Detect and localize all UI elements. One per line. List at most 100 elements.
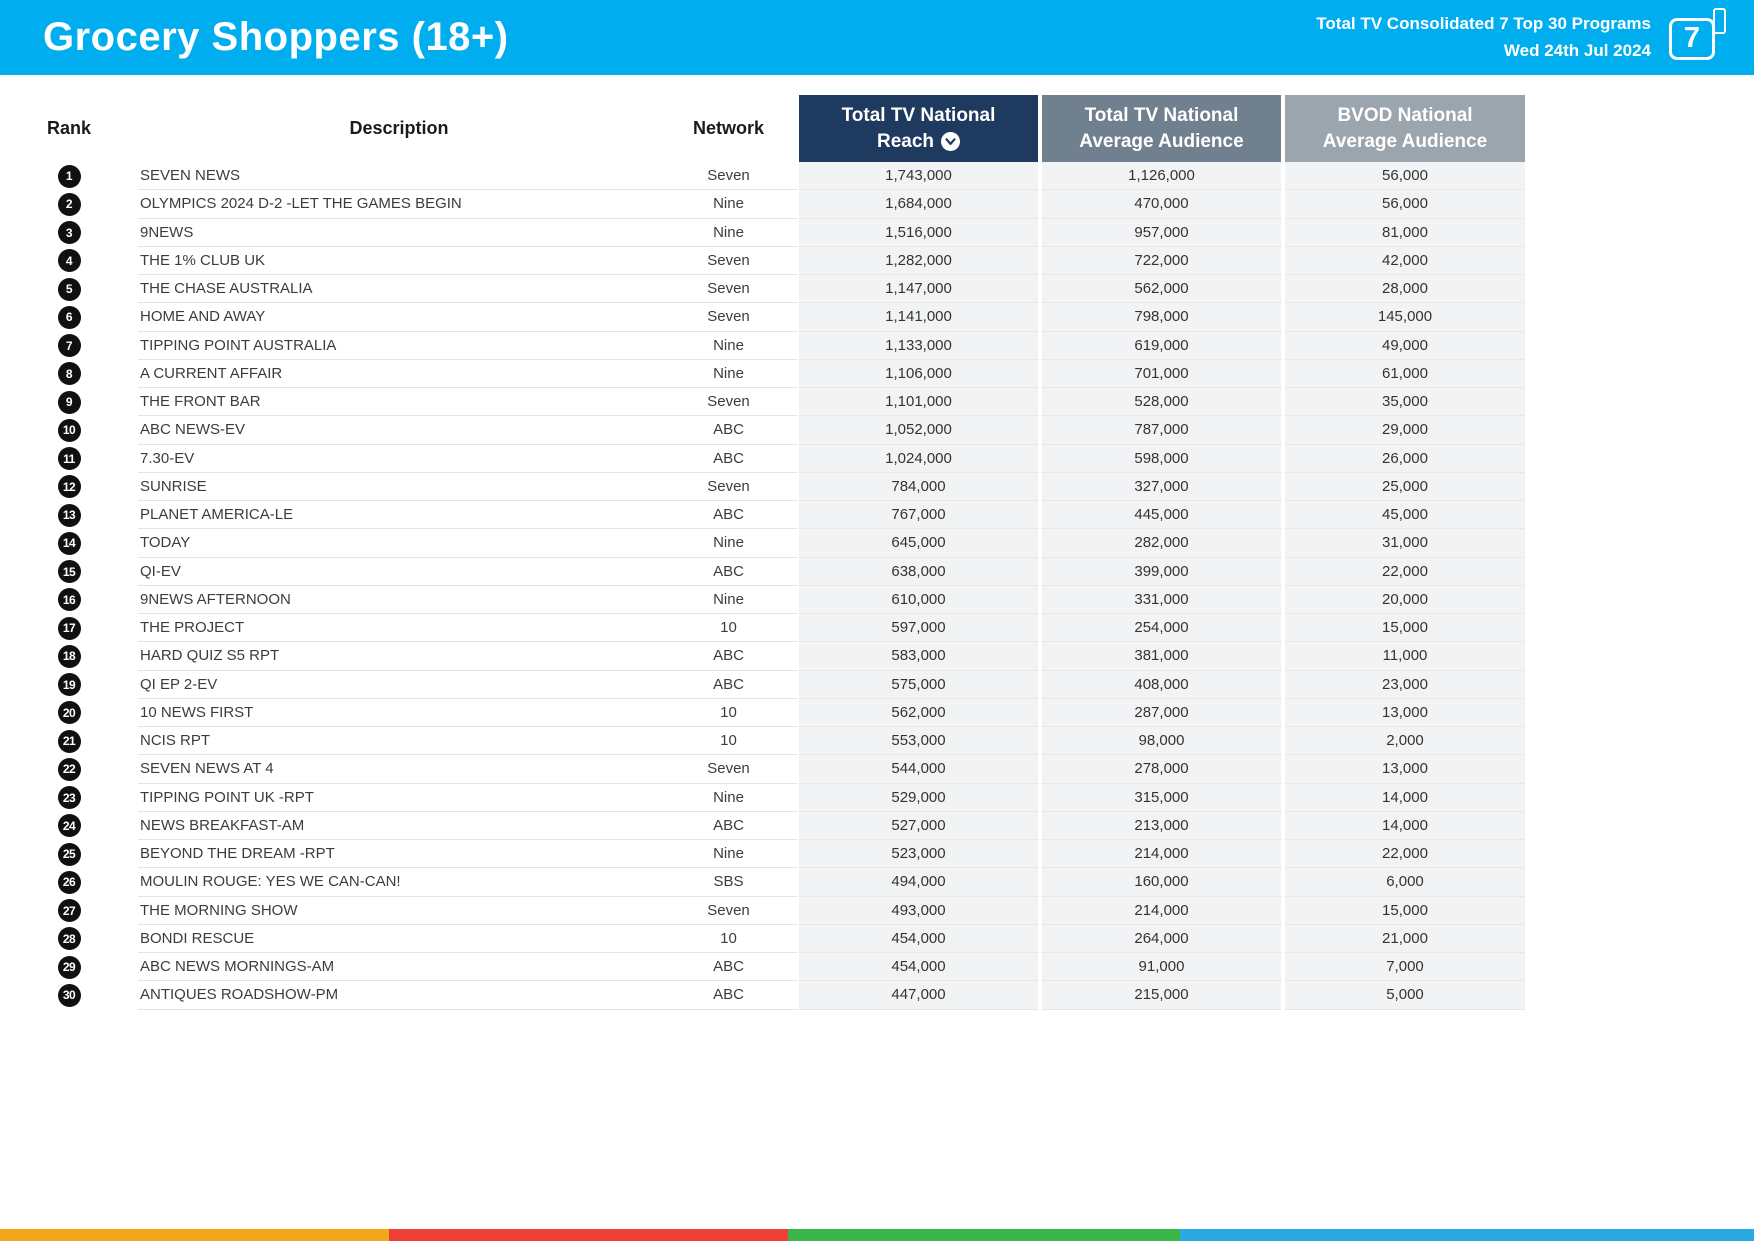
network-cell: Nine <box>660 784 797 812</box>
reach-cell: 1,684,000 <box>799 190 1038 219</box>
description-cell: THE 1% CLUB UK <box>138 247 660 275</box>
rank-badge: 3 <box>57 221 81 245</box>
avg-audience-cell: 701,000 <box>1042 359 1281 388</box>
description-cell: SUNRISE <box>138 473 660 501</box>
reach-cell: 1,024,000 <box>799 444 1038 473</box>
network-cell: ABC <box>660 953 797 982</box>
reach-cell: 583,000 <box>799 642 1038 671</box>
table-row: 27 THE MORNING SHOW Seven 493,000 214,00… <box>0 896 1527 925</box>
rank-cell: 24 <box>0 812 138 840</box>
reach-cell: 1,141,000 <box>799 303 1038 332</box>
reach-cell: 575,000 <box>799 670 1038 699</box>
avg-audience-cell: 562,000 <box>1042 275 1281 304</box>
description-cell: SEVEN NEWS AT 4 <box>138 755 660 784</box>
avg-audience-cell: 798,000 <box>1042 303 1281 332</box>
bvod-audience-cell: 22,000 <box>1285 840 1525 869</box>
description-cell: ABC NEWS-EV <box>138 416 660 445</box>
bvod-audience-cell: 42,000 <box>1285 246 1525 275</box>
table-row: 9 THE FRONT BAR Seven 1,101,000 528,000 … <box>0 388 1527 417</box>
column-header-bvod-label: BVOD National Average Audience <box>1322 105 1488 152</box>
rank-badge: 11 <box>57 447 81 471</box>
reach-cell: 1,052,000 <box>799 416 1038 445</box>
table-row: 4 THE 1% CLUB UK Seven 1,282,000 722,000… <box>0 246 1527 275</box>
table-row: 20 10 NEWS FIRST 10 562,000 287,000 13,0… <box>0 698 1527 727</box>
rank-cell: 23 <box>0 784 138 812</box>
bvod-audience-cell: 13,000 <box>1285 755 1525 784</box>
avg-audience-cell: 214,000 <box>1042 896 1281 925</box>
network-cell: Seven <box>660 473 797 501</box>
column-header-avg-label: Total TV National Average Audience <box>1079 105 1244 152</box>
avg-audience-cell: 722,000 <box>1042 246 1281 275</box>
rank-cell: 19 <box>0 671 138 699</box>
description-cell: HOME AND AWAY <box>138 303 660 332</box>
reach-cell: 638,000 <box>799 557 1038 586</box>
bvod-audience-cell: 20,000 <box>1285 585 1525 614</box>
description-cell: THE MORNING SHOW <box>138 897 660 925</box>
network-cell: Seven <box>660 162 797 191</box>
table-row: 16 9NEWS AFTERNOON Nine 610,000 331,000 … <box>0 585 1527 614</box>
footer-bar <box>0 1229 1754 1241</box>
rank-badge: 29 <box>57 955 81 979</box>
column-header-reach[interactable]: Total TV National Reach <box>799 95 1038 162</box>
description-cell: QI EP 2-EV <box>138 671 660 699</box>
description-cell: 7.30-EV <box>138 445 660 473</box>
reach-cell: 494,000 <box>799 868 1038 897</box>
bvod-audience-cell: 6,000 <box>1285 868 1525 897</box>
description-cell: 10 NEWS FIRST <box>138 699 660 727</box>
avg-audience-cell: 1,126,000 <box>1042 162 1281 191</box>
reach-cell: 529,000 <box>799 783 1038 812</box>
avg-audience-cell: 445,000 <box>1042 501 1281 530</box>
column-header-avg-audience[interactable]: Total TV National Average Audience <box>1042 95 1281 162</box>
table-row: 2 OLYMPICS 2024 D-2 -LET THE GAMES BEGIN… <box>0 190 1527 219</box>
bvod-audience-cell: 23,000 <box>1285 670 1525 699</box>
rank-badge: 13 <box>57 503 81 527</box>
bvod-audience-cell: 31,000 <box>1285 529 1525 558</box>
rank-badge: 25 <box>57 842 81 866</box>
description-cell: OLYMPICS 2024 D-2 -LET THE GAMES BEGIN <box>138 190 660 219</box>
rank-cell: 18 <box>0 642 138 670</box>
table-row: 24 NEWS BREAKFAST-AM ABC 527,000 213,000… <box>0 811 1527 840</box>
bvod-audience-cell: 2,000 <box>1285 727 1525 756</box>
rank-cell: 29 <box>0 953 138 981</box>
reach-cell: 553,000 <box>799 727 1038 756</box>
avg-audience-cell: 528,000 <box>1042 388 1281 417</box>
table-row: 1 SEVEN NEWS Seven 1,743,000 1,126,000 5… <box>0 162 1527 191</box>
rank-badge: 26 <box>57 870 81 894</box>
bvod-audience-cell: 13,000 <box>1285 698 1525 727</box>
bvod-audience-cell: 22,000 <box>1285 557 1525 586</box>
table-row: 7 TIPPING POINT AUSTRALIA Nine 1,133,000… <box>0 331 1527 360</box>
bvod-audience-cell: 81,000 <box>1285 218 1525 247</box>
rank-badge: 17 <box>57 616 81 640</box>
table-row: 18 HARD QUIZ S5 RPT ABC 583,000 381,000 … <box>0 642 1527 671</box>
rank-cell: 28 <box>0 925 138 953</box>
avg-audience-cell: 282,000 <box>1042 529 1281 558</box>
rank-cell: 30 <box>0 981 138 1009</box>
rank-cell: 9 <box>0 388 138 416</box>
bvod-audience-cell: 56,000 <box>1285 162 1525 191</box>
avg-audience-cell: 619,000 <box>1042 331 1281 360</box>
description-cell: THE CHASE AUSTRALIA <box>138 275 660 304</box>
bvod-audience-cell: 7,000 <box>1285 953 1525 982</box>
rank-cell: 1 <box>0 162 138 190</box>
description-cell: ANTIQUES ROADSHOW-PM <box>138 981 660 1010</box>
report-type-label: Total TV Consolidated 7 Top 30 Programs <box>1316 14 1651 34</box>
reach-cell: 597,000 <box>799 614 1038 643</box>
reach-cell: 447,000 <box>799 981 1038 1010</box>
column-header-bvod[interactable]: BVOD National Average Audience <box>1285 95 1525 162</box>
rank-cell: 20 <box>0 699 138 727</box>
rank-badge: 12 <box>57 475 81 499</box>
sort-descending-icon <box>941 131 961 151</box>
table-row: 13 PLANET AMERICA-LE ABC 767,000 445,000… <box>0 501 1527 530</box>
rank-badge: 7 <box>57 334 81 358</box>
rank-badge: 27 <box>57 899 81 923</box>
description-cell: PLANET AMERICA-LE <box>138 501 660 530</box>
table-row: 23 TIPPING POINT UK -RPT Nine 529,000 31… <box>0 783 1527 812</box>
table-row: 3 9NEWS Nine 1,516,000 957,000 81,000 <box>0 218 1527 247</box>
avg-audience-cell: 254,000 <box>1042 614 1281 643</box>
report-date-label: Wed 24th Jul 2024 <box>1503 40 1651 60</box>
table-row: 30 ANTIQUES ROADSHOW-PM ABC 447,000 215,… <box>0 981 1527 1010</box>
reach-cell: 454,000 <box>799 953 1038 982</box>
rank-badge: 19 <box>57 673 81 697</box>
seven-logo-box: 7 <box>1669 17 1715 60</box>
table-row: 19 QI EP 2-EV ABC 575,000 408,000 23,000 <box>0 670 1527 699</box>
